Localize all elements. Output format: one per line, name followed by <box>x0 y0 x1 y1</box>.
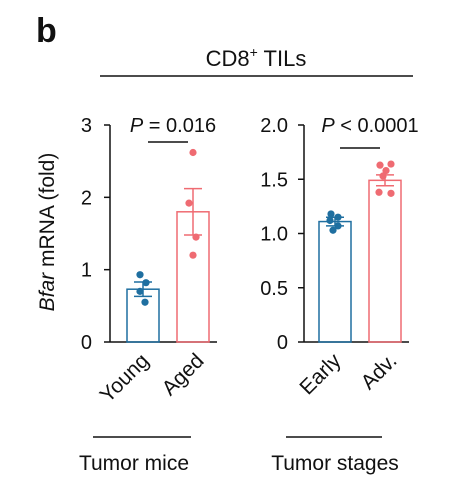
data-point <box>326 216 334 225</box>
p-value-label: P < 0.0001 <box>321 115 418 137</box>
y-tick-label: 0 <box>277 332 288 354</box>
data-point <box>189 148 197 157</box>
x-tick-label: Adv. <box>357 349 402 394</box>
y-tick-label: 0.5 <box>260 278 288 300</box>
chart-tumor-mice: 0 1 2 3 Young Aged P = 0.016 Tumor mice <box>79 115 217 475</box>
y-tick-label: 1.5 <box>260 169 288 191</box>
data-point <box>376 161 384 169</box>
y-tick-label: 3 <box>81 115 92 137</box>
y-axis-label: Bfar mRNA (fold) <box>36 153 59 312</box>
data-point <box>375 188 383 196</box>
data-point <box>379 172 387 180</box>
data-point <box>387 160 395 168</box>
y-tick-label: 2.0 <box>260 115 288 137</box>
y-tick-label: 2 <box>81 187 92 209</box>
data-point <box>387 189 395 197</box>
bar-early <box>318 220 352 343</box>
bar-adv <box>368 179 402 343</box>
x-tick-label: Aged <box>158 349 209 400</box>
data-point <box>329 226 337 234</box>
p-value-label: P = 0.016 <box>130 115 216 137</box>
y-tick-label: 1 <box>81 260 92 282</box>
data-point <box>334 213 342 221</box>
x-group-label: Tumor mice <box>79 452 189 475</box>
data-point <box>142 279 150 287</box>
chart-tumor-stages: 0 0.5 1.0 1.5 2.0 Early Adv. P < 0.0001 Tumor st… <box>260 115 418 475</box>
y-tick-label: 1.0 <box>260 224 288 246</box>
data-point <box>141 298 149 306</box>
data-point <box>192 233 200 241</box>
data-point <box>334 222 342 230</box>
data-point <box>382 166 390 175</box>
x-tick-label: Young <box>96 349 154 407</box>
y-tick-label: 0 <box>81 332 92 354</box>
data-point <box>136 271 144 279</box>
data-point <box>189 251 197 259</box>
data-point <box>327 210 335 218</box>
data-point <box>136 287 144 295</box>
x-tick-label: Early <box>295 349 345 399</box>
figure-title: CD8+ TILs <box>206 44 307 71</box>
panel-letter: b <box>36 12 57 50</box>
data-point <box>185 199 193 207</box>
x-group-label: Tumor stages <box>271 452 399 475</box>
